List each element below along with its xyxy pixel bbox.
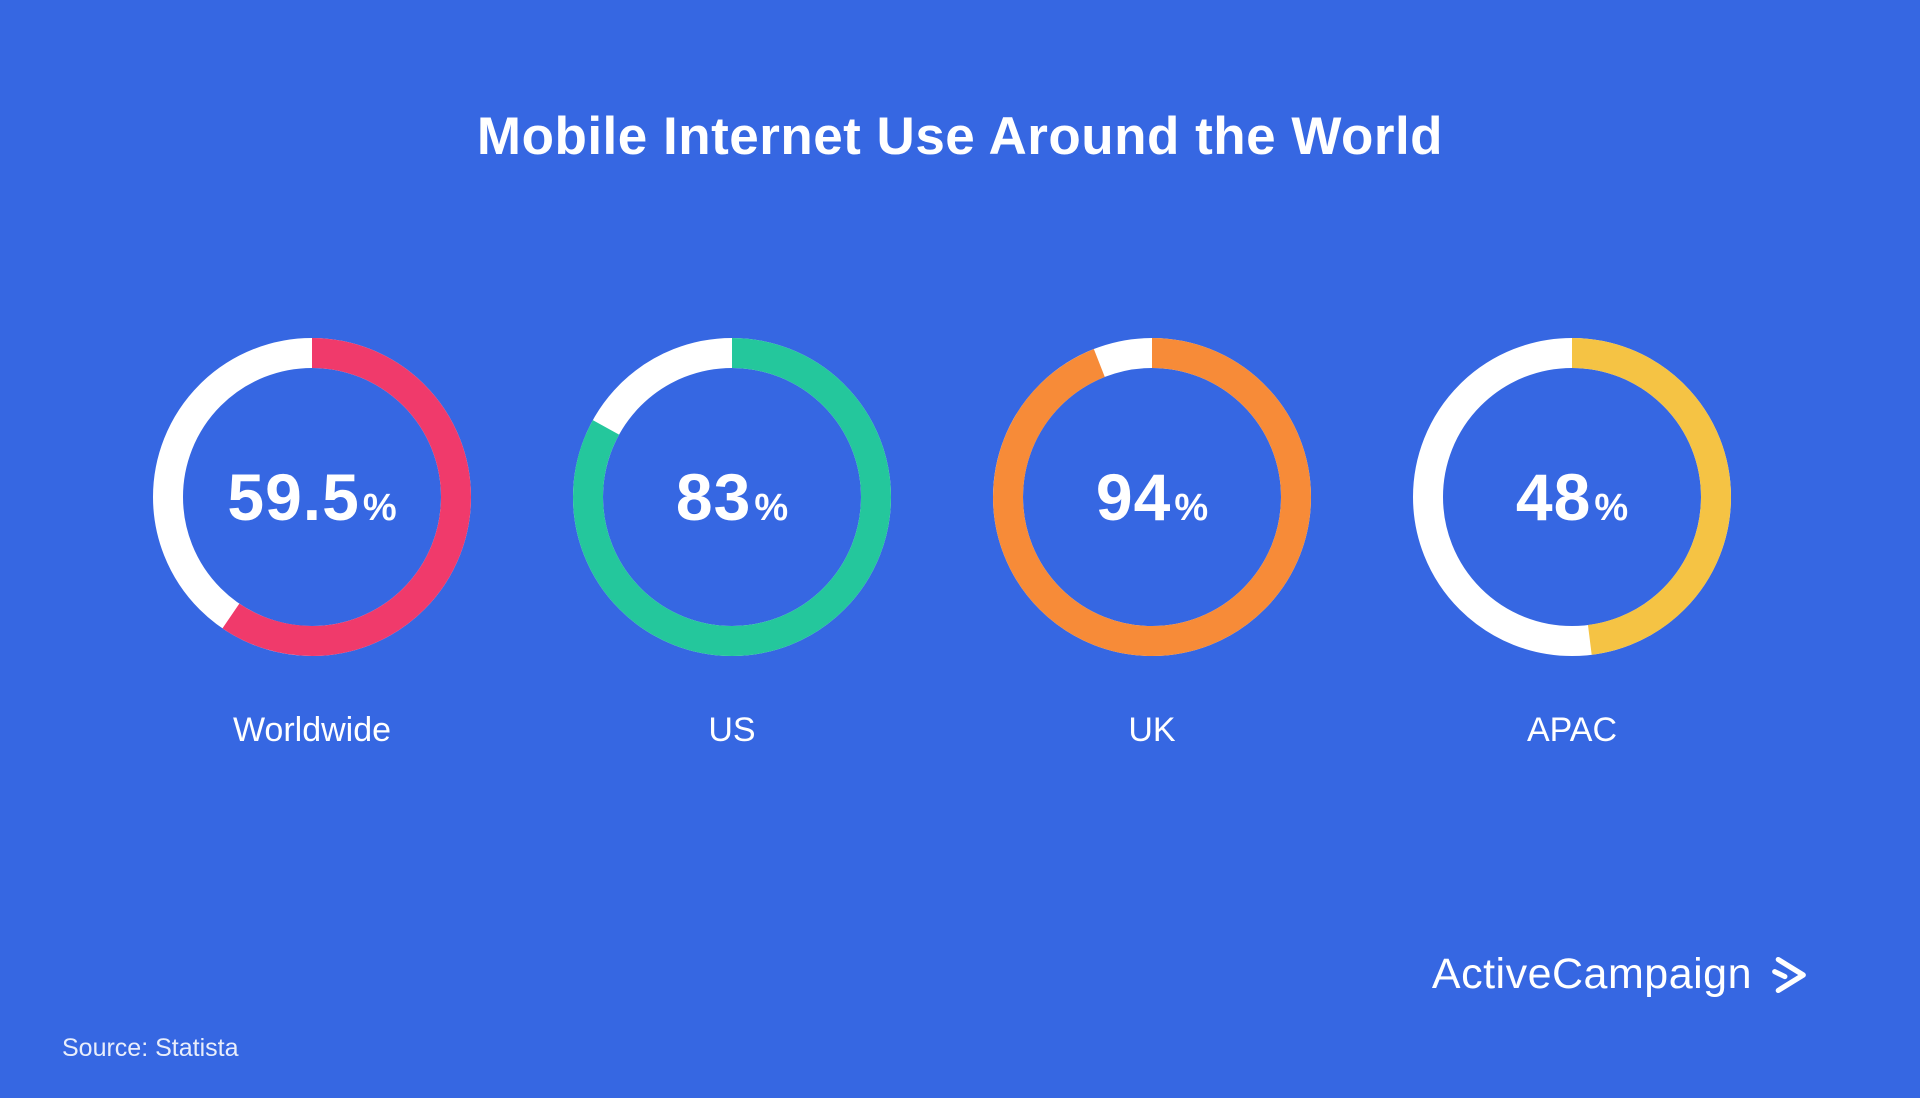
donut-ring: 83 % [572, 337, 892, 657]
donut-value-group: 94 % [1096, 459, 1208, 535]
donut-value-group: 48 % [1516, 459, 1628, 535]
brand-name: ActiveCampaign [1431, 950, 1752, 998]
donut-arc [153, 338, 471, 656]
donut-svg [153, 338, 471, 656]
donut-label: UK [1128, 711, 1176, 749]
source-note: Source: Statista [62, 1034, 239, 1062]
donut-label: US [708, 711, 756, 749]
donut-svg [1413, 338, 1731, 656]
donut-chart: 48 % APAC [1412, 337, 1732, 750]
donut-arc [573, 338, 891, 656]
donut-unit: % [1174, 487, 1209, 529]
donut-label: APAC [1526, 711, 1618, 749]
double-chevron-right-icon [1772, 956, 1806, 993]
donut-svg [993, 338, 1311, 656]
donut-unit: % [1594, 487, 1629, 529]
donut-value-group: 83 % [676, 459, 788, 535]
donut-arc [1413, 338, 1731, 656]
donut-ring: 48 % [1412, 337, 1732, 657]
donut-row: 59.5 % Worldwide 83 % [152, 337, 1732, 750]
donut-label: Worldwide [232, 711, 392, 749]
chart-title: Mobile Internet Use Around the World [476, 107, 1444, 166]
donut-value: 94 [1095, 460, 1172, 534]
donut-value: 59.5 [227, 460, 360, 534]
donut-chart: 83 % US [572, 337, 892, 750]
donut-svg [573, 338, 891, 656]
brand-logo: ActiveCampaign [1432, 950, 1810, 999]
donut-chart: 59.5 % Worldwide [152, 337, 472, 750]
donut-center: 48 % [1412, 337, 1732, 657]
donut-ring: 94 % [992, 337, 1312, 657]
donut-arc [993, 338, 1311, 656]
donut-value: 83 [675, 460, 752, 534]
donut-ring: 59.5 % [152, 337, 472, 657]
donut-center: 83 % [572, 337, 892, 657]
donut-unit: % [754, 487, 789, 529]
donut-center: 94 % [992, 337, 1312, 657]
donut-center: 59.5 % [152, 337, 472, 657]
donut-unit: % [362, 487, 397, 529]
donut-chart: 94 % UK [992, 337, 1312, 750]
donut-value: 48 [1515, 460, 1592, 534]
donut-value-group: 59.5 % [227, 459, 396, 535]
